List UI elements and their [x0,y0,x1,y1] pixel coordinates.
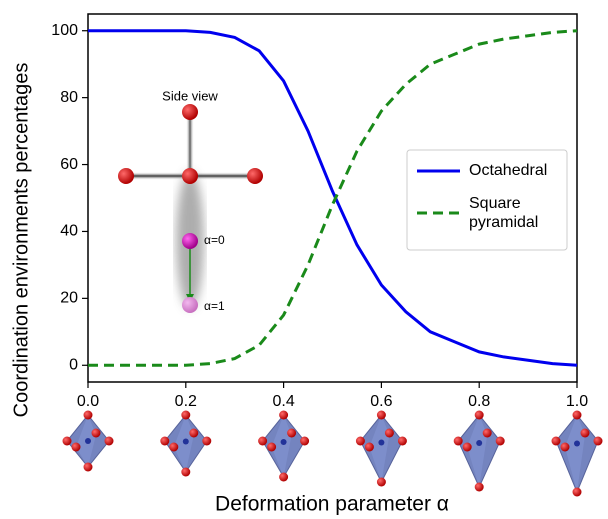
atom [376,410,386,420]
atom [160,436,170,446]
atom [104,436,114,446]
plot-frame [87,13,578,383]
x-axis-label: Deformation parameter α [215,493,449,516]
atom [572,487,582,497]
atom [355,436,365,446]
atom [453,436,463,446]
atom [482,428,492,438]
atom [258,436,268,446]
atom-center [378,439,385,446]
atom-center [280,439,287,445]
annotation: α=0 [204,233,225,247]
atom-center [85,438,91,444]
atom [182,233,198,249]
atom [71,442,81,452]
atom [474,410,484,420]
atom [580,428,590,438]
atom [397,436,407,446]
atom [247,168,263,184]
atom-center [182,438,189,445]
atom [189,428,199,438]
atom [169,442,179,452]
octahedron-face [565,415,585,492]
line-series [88,29,578,367]
atom [551,436,561,446]
atom [384,428,394,438]
y-tick-label: 100 [51,22,78,39]
atom [364,442,374,452]
octahedra [62,410,603,497]
atom [474,482,484,492]
atom [83,410,93,420]
octahedron-face [467,415,488,487]
x-tick-label: 0.6 [370,393,392,410]
atom [62,436,72,446]
atom [572,410,582,420]
atom [83,462,93,472]
atom [376,477,386,487]
atom [287,428,297,438]
atom [182,168,198,184]
atom [462,442,472,452]
atom [300,436,310,446]
x-tick-label: 0.4 [272,393,294,410]
y-tick-label: 60 [60,156,78,173]
atom [182,104,198,120]
atom-center [476,440,483,446]
atom [181,410,191,420]
atom [593,436,603,446]
atom [560,442,570,452]
line-series [88,29,578,367]
atom [181,467,191,477]
legend-box [406,149,568,251]
atom [267,442,277,452]
y-tick-label: 40 [60,223,78,240]
legend-label: Square pyramidal [469,195,538,231]
y-tick-label: 80 [60,89,78,106]
atom-center [574,440,580,447]
atom [91,428,101,438]
legend-label: Octahedral [469,162,547,179]
atom [182,297,198,313]
x-tick-label: 1.0 [566,393,588,410]
atom [495,436,505,446]
atom [202,436,212,446]
x-tick-label: 0.8 [468,393,490,410]
y-tick-label: 0 [69,356,78,373]
inset-bond [186,112,194,176]
annotation: α=1 [204,299,225,313]
x-tick-label: 0.2 [175,393,197,410]
inset: Side view α=0 α=1 [118,88,263,313]
atom [279,410,289,420]
annotation: Side view [162,88,218,103]
octahedron-face [369,415,390,482]
octahedron-face [271,415,292,477]
x-tick-label: 0.0 [77,393,99,410]
atom [118,168,134,184]
y-tick-label: 20 [60,290,78,307]
atom [279,472,289,482]
y-axis-label: Coordination environments percentages [10,63,32,418]
